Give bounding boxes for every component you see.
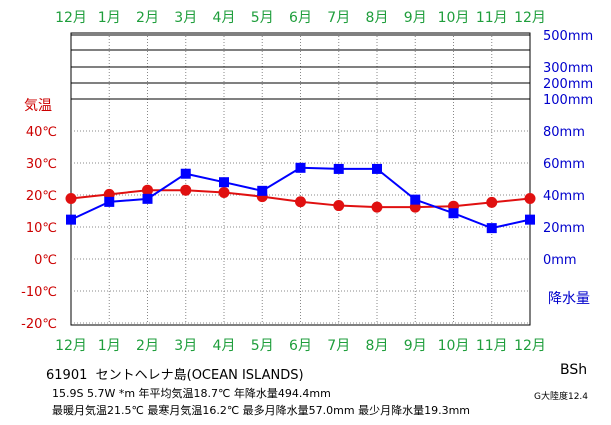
continentality-index: G大陸度12.4	[534, 392, 589, 402]
month-labels-top: 12月 1月 2月 3月 4月 5月 6月 7月 8月 9月 10月 11月 12月	[55, 10, 546, 26]
temperature-tick-label: 30℃	[26, 157, 57, 172]
precipitation-point	[372, 163, 382, 174]
precipitation-point	[448, 208, 459, 219]
station-extremes: 最暖月気温21.5℃ 最寒月気温16.2℃ 最多月降水量57.0mm 最少月降水…	[52, 404, 471, 417]
precipitation-point	[104, 196, 115, 207]
temperature-tick-label: 40℃	[26, 125, 57, 140]
station-details: 15.9S 5.7W *m 年平均気温18.7℃ 年降水量494.4mm	[52, 387, 331, 400]
temperature-point	[180, 184, 192, 196]
precipitation-tick-label: 300mm	[543, 61, 593, 76]
precipitation-point	[257, 185, 268, 196]
month-label-top: 11月	[476, 10, 508, 26]
precipitation-point	[66, 214, 76, 225]
temperature-point	[142, 184, 153, 196]
station-line: 61901 セントヘレナ島(OCEAN ISLANDS)	[46, 364, 304, 383]
precipitation-tick-label: 40mm	[543, 189, 585, 204]
month-label-top: 10月	[438, 10, 470, 26]
month-label-top: 4月	[213, 10, 236, 26]
precipitation-point	[180, 168, 191, 179]
temperature-point	[371, 201, 383, 213]
temperature-axis-title: 気温	[24, 98, 52, 114]
precipitation-tick-label: 100mm	[543, 93, 593, 108]
month-label-top: 12月	[514, 10, 546, 26]
chart-grid	[70, 32, 531, 326]
temperature-point	[295, 196, 306, 208]
month-label-top: 1月	[98, 10, 121, 26]
month-label-bottom: 3月	[174, 338, 197, 354]
station-id: 61901	[46, 368, 88, 383]
temperature-tick-labels: 40℃ 30℃ 20℃ 10℃ 0℃ -10℃ -20℃	[21, 125, 57, 332]
chart-series	[65, 162, 536, 234]
precipitation-point	[486, 223, 497, 234]
temperature-tick-label: -10℃	[21, 285, 57, 300]
precipitation-point	[219, 177, 229, 188]
temperature-point	[486, 196, 498, 208]
plot-frame	[70, 32, 531, 326]
precipitation-point	[410, 194, 421, 205]
month-label-bottom: 11月	[476, 338, 508, 354]
precipitation-tick-label: 200mm	[543, 77, 593, 92]
month-label-top: 8月	[366, 10, 389, 26]
month-label-bottom: 5月	[251, 338, 274, 354]
precipitation-tick-label: 80mm	[543, 125, 585, 140]
temperature-point	[524, 193, 536, 205]
month-label-bottom: 2月	[136, 338, 159, 354]
month-label-bottom: 8月	[366, 338, 389, 354]
month-label-top: 12月	[55, 10, 87, 26]
temperature-tick-label: 10℃	[26, 221, 57, 236]
month-label-top: 2月	[136, 10, 159, 26]
precipitation-tick-label: 20mm	[543, 221, 585, 236]
precipitation-axis-title: 降水量	[548, 291, 590, 307]
month-label-bottom: 12月	[55, 338, 87, 354]
temperature-tick-label: -20℃	[21, 317, 57, 332]
precipitation-tick-label: 0mm	[543, 253, 577, 268]
month-label-bottom: 4月	[213, 338, 236, 354]
month-label-bottom: 7月	[327, 338, 350, 354]
precipitation-point	[142, 193, 153, 204]
temperature-tick-label: 20℃	[26, 189, 57, 204]
month-label-top: 7月	[327, 10, 350, 26]
station-name: セントヘレナ島(OCEAN ISLANDS)	[95, 368, 304, 383]
temperature-point	[65, 193, 77, 205]
month-label-top: 5月	[251, 10, 274, 26]
month-label-top: 3月	[174, 10, 197, 26]
temperature-point	[333, 200, 345, 212]
precipitation-point	[333, 163, 344, 174]
precipitation-tick-label: 500mm	[543, 29, 593, 44]
month-label-bottom: 9月	[404, 338, 427, 354]
month-label-bottom: 6月	[289, 338, 312, 354]
temperature-tick-label: 0℃	[34, 253, 57, 268]
month-label-top: 9月	[404, 10, 427, 26]
temperature-point	[218, 186, 230, 198]
month-label-bottom: 1月	[98, 338, 121, 354]
month-label-bottom: 12月	[514, 338, 546, 354]
precipitation-tick-label: 60mm	[543, 157, 585, 172]
month-labels-bottom: 12月 1月 2月 3月 4月 5月 6月 7月 8月 9月 10月 11月 12月	[55, 338, 546, 354]
month-label-bottom: 10月	[438, 338, 470, 354]
precipitation-point	[295, 162, 306, 173]
precipitation-point	[525, 214, 535, 225]
month-label-top: 6月	[289, 10, 312, 26]
climate-classification: BSh	[560, 362, 588, 378]
